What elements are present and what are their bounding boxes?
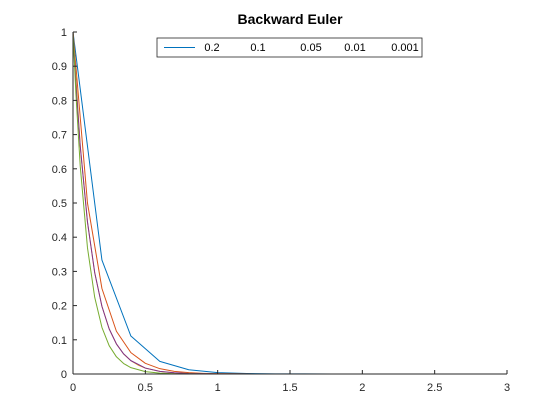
x-tick-label-4: 2 [359,382,365,394]
x-tick-label-2: 1 [215,382,221,394]
x-tick-label-1: 0.5 [138,382,153,394]
y-tick-label-5: 0.5 [52,198,67,210]
legend: 0.2 0.1 0.05 0.01 0.001 [156,37,423,58]
y-tick-label-2: 0.2 [52,301,67,313]
legend-label-2: 0.05 [300,42,321,54]
legend-label-3: 0.01 [344,42,365,54]
legend-label-0: 0.2 [204,42,219,54]
y-tick-label-3: 0.3 [52,266,67,278]
y-tick-label-4: 0.4 [52,232,67,244]
y-tick-label-6: 0.6 [52,164,67,176]
y-tick-label-1: 0.1 [52,335,67,347]
x-ticks: 0 0.5 1 1.5 2 2.5 3 [70,370,510,394]
legend-label-1: 0.1 [250,42,265,54]
y-tick-label-10: 1 [61,27,67,39]
legend-box [156,37,423,58]
x-tick-label-5: 2.5 [427,382,442,394]
y-tick-label-0: 0 [61,369,67,381]
y-tick-label-7: 0.7 [52,130,67,142]
y-tick-label-9: 0.9 [52,61,67,73]
legend-items: 0.2 0.1 0.05 0.01 0.001 [164,42,419,54]
x-tick-label-0: 0 [70,382,76,394]
y-tick-label-8: 0.8 [52,95,67,107]
plot-area [73,32,507,374]
x-tick-label-6: 3 [504,382,510,394]
y-ticks: 0 0.1 0.2 0.3 0.4 0.5 0.6 0.7 0.8 0.9 1 [52,27,77,381]
chart-title: Backward Euler [237,11,343,27]
legend-label-4: 0.001 [391,42,419,54]
x-tick-label-3: 1.5 [282,382,297,394]
